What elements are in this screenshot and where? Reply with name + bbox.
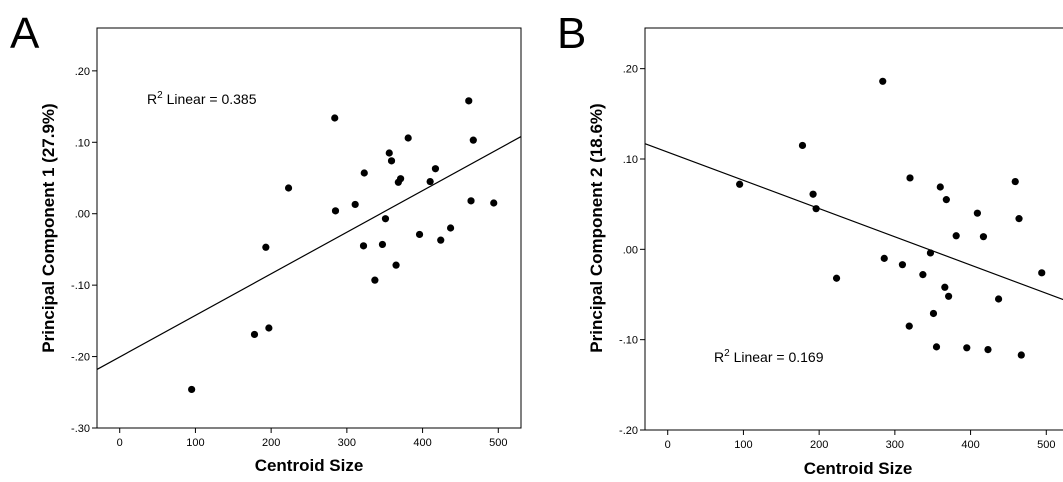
x-tick-label: 300	[338, 437, 356, 449]
y-tick-label: -.20	[71, 352, 90, 364]
y-tick-label: -.20	[619, 425, 638, 437]
x-tick-label: 500	[1037, 439, 1055, 451]
x-tick-label: 100	[186, 437, 204, 449]
data-point	[1038, 269, 1046, 277]
panel-b-y-axis-title: Principal Component 2 (18.6%)	[587, 103, 606, 352]
y-tick-label: .20	[623, 64, 638, 76]
panel-b: B 0 100 200 300 400 500 .20 .10 .00 -.10 -.20 R2 L…	[557, 9, 1063, 478]
panel-b-fit-line-group	[644, 143, 1063, 301]
data-point	[490, 199, 498, 207]
panel-a-x-axis-title: Centroid Size	[255, 456, 364, 475]
data-point	[265, 324, 273, 332]
data-point	[905, 322, 913, 330]
data-point	[952, 232, 960, 240]
x-tick-label: 200	[262, 437, 280, 449]
data-point	[469, 136, 477, 144]
y-tick-label: .00	[623, 244, 638, 256]
data-point	[973, 209, 981, 217]
data-point	[809, 190, 817, 198]
data-point	[446, 224, 455, 232]
data-point	[936, 183, 944, 191]
data-point	[437, 236, 445, 244]
data-point	[906, 174, 914, 182]
panel-a-points	[188, 97, 498, 394]
x-tick-label: 500	[489, 437, 507, 449]
data-point	[929, 309, 938, 318]
x-tick-label: 400	[413, 437, 431, 449]
data-point	[919, 271, 927, 279]
y-tick-label: -.30	[71, 423, 90, 435]
data-point	[1011, 177, 1019, 186]
x-tick-label: 300	[886, 439, 904, 451]
data-point	[397, 175, 405, 183]
x-tick-label: 0	[665, 439, 671, 451]
data-point	[426, 177, 434, 186]
panel-a-fit-line-group	[96, 136, 522, 370]
data-point	[465, 97, 473, 105]
panel-a-letter: A	[10, 9, 40, 58]
data-point	[331, 114, 339, 122]
y-tick-label: .20	[75, 66, 90, 78]
fit-line	[644, 143, 1063, 301]
data-point	[963, 344, 971, 352]
data-point	[1017, 351, 1025, 359]
panel-b-ticks: 0 100 200 300 400 500 .20 .10 .00 -.10 -.20	[619, 64, 1055, 451]
data-point	[932, 343, 941, 351]
data-point	[879, 77, 887, 85]
data-point	[392, 261, 400, 269]
data-point	[250, 330, 259, 339]
data-point	[979, 233, 988, 241]
data-point	[331, 207, 340, 215]
data-point	[359, 242, 368, 250]
data-point	[351, 200, 359, 209]
panel-b-plot-frame	[644, 27, 1063, 431]
data-point	[415, 230, 424, 239]
data-point	[812, 205, 820, 213]
panel-a: A 0 100 200 300 400 500.20.10.00-.10-.20-.30 …	[10, 9, 522, 475]
data-point	[984, 346, 992, 354]
panel-a-plot-frame	[96, 27, 522, 429]
data-point	[378, 240, 387, 249]
data-point	[381, 215, 390, 223]
x-tick-label: 100	[734, 439, 752, 451]
panel-b-points	[736, 77, 1046, 359]
data-point	[387, 157, 396, 165]
data-point	[941, 283, 949, 291]
data-point	[284, 184, 293, 192]
data-point	[880, 254, 888, 262]
data-point	[360, 169, 368, 177]
data-point	[926, 249, 935, 257]
y-tick-label: .00	[75, 209, 90, 221]
panel-a-r2-annotation: R2 Linear = 0.385	[147, 90, 257, 107]
data-point	[994, 295, 1003, 303]
panel-b-r2-annotation: R2 Linear = 0.169	[714, 348, 824, 365]
panel-a-ticks: 0 100 200 300 400 500 .20 .10 .00 -.10 -.20 -.30	[71, 66, 507, 449]
y-tick-label: .10	[75, 137, 90, 149]
data-point	[945, 292, 953, 300]
y-tick-label: .10	[623, 154, 638, 166]
x-tick-label: 200	[810, 439, 828, 451]
data-point	[188, 385, 196, 394]
data-point	[431, 165, 440, 173]
data-point	[1015, 215, 1023, 223]
y-tick-label: -.10	[71, 280, 90, 292]
panel-b-letter: B	[557, 9, 586, 58]
x-tick-label: 0	[117, 437, 123, 449]
data-point	[798, 141, 807, 150]
panel-b-x-axis-title: Centroid Size	[804, 459, 913, 478]
data-point	[942, 196, 950, 204]
data-point	[898, 261, 907, 269]
data-point	[371, 276, 379, 284]
data-point	[262, 243, 270, 251]
x-tick-label: 400	[961, 439, 979, 451]
fit-line	[96, 136, 522, 370]
data-point	[385, 149, 393, 157]
panel-a-y-axis-title: Principal Component 1 (27.9%)	[39, 103, 58, 352]
data-point	[832, 274, 841, 282]
y-tick-label: -.10	[619, 335, 638, 347]
data-point	[404, 134, 412, 142]
data-point	[467, 197, 475, 205]
data-point	[736, 180, 744, 188]
